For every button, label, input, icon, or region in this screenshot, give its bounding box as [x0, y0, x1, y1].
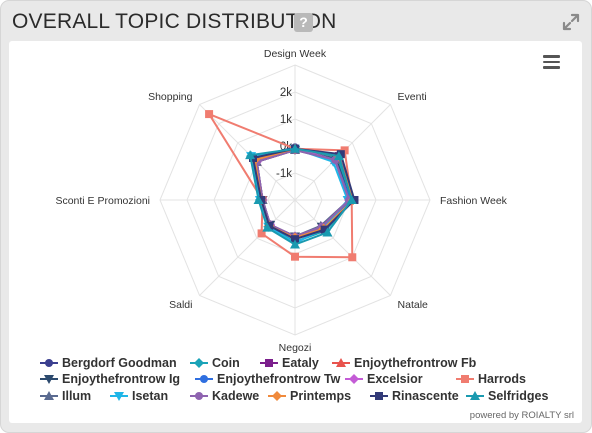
axis-label: Sconti E Promozioni: [55, 195, 150, 207]
data-point: [245, 150, 256, 160]
legend-label: Enjoythefrontrow Fb: [354, 356, 477, 370]
series-selfridges: [245, 143, 357, 249]
legend-symbol: [345, 374, 363, 384]
data-point: [291, 252, 299, 261]
legend-symbol: [40, 359, 58, 367]
axis-label: Natale: [398, 299, 429, 311]
data-point: [44, 375, 54, 384]
data-point: [272, 391, 282, 401]
expand-icon[interactable]: [562, 13, 580, 31]
legend-symbol: [268, 391, 286, 401]
data-point: [322, 227, 333, 237]
legend-label: Coin: [212, 356, 240, 370]
legend-symbol: [40, 391, 58, 400]
legend-symbol: [110, 392, 128, 401]
radar-grid: [159, 64, 431, 336]
data-point: [470, 391, 480, 400]
tick-label: 2k: [280, 87, 292, 99]
data-point: [195, 392, 203, 400]
legend-label: Kadewe: [212, 389, 260, 403]
data-point: [291, 235, 299, 244]
data-point: [461, 375, 469, 383]
data-point: [348, 253, 357, 262]
legend-symbol: [456, 375, 474, 383]
legend-label: Enjoythefrontrow Tw: [217, 372, 341, 386]
legend-label: Selfridges: [488, 389, 549, 403]
legend-label: Illum: [62, 389, 92, 403]
grid-spoke: [199, 199, 296, 296]
axis-label: Design Week: [264, 48, 327, 60]
legend-symbol: [40, 375, 58, 384]
data-point: [114, 392, 124, 401]
data-point: [290, 143, 300, 153]
legend-label: Isetan: [132, 389, 169, 403]
widget-title: OVERALL TOPIC DISTRIBUTION: [12, 10, 337, 33]
legend-label: Rinascente: [392, 389, 459, 403]
data-point: [44, 391, 54, 400]
legend-label: Excelsior: [367, 372, 423, 386]
data-point: [349, 374, 359, 384]
legend-symbol: [332, 358, 350, 367]
legend-symbol: [466, 391, 484, 400]
data-point: [205, 110, 214, 119]
tick-label: 1k: [280, 114, 292, 126]
legend-symbol: [190, 392, 208, 400]
data-point: [265, 221, 274, 230]
legend-symbol: [260, 359, 278, 367]
data-point: [336, 150, 345, 159]
legend-label: Enjoythefrontrow Ig: [62, 372, 181, 386]
data-point: [290, 239, 300, 249]
axis-label: Saldi: [169, 299, 192, 311]
legend-label: Printemps: [290, 389, 352, 403]
legend-symbol: [195, 375, 213, 383]
data-point: [346, 195, 357, 204]
data-point: [336, 358, 346, 367]
data-point: [333, 151, 344, 161]
legend-label: Harrods: [478, 372, 526, 386]
chart-menu-icon[interactable]: [543, 55, 560, 69]
legend-label: Eataly: [282, 356, 319, 370]
data-point: [265, 359, 273, 367]
axis-label: Shopping: [148, 91, 193, 103]
data-point: [45, 359, 53, 367]
help-icon[interactable]: ?: [294, 13, 313, 32]
data-point: [375, 392, 383, 400]
axis-label: Fashion Week: [440, 195, 508, 207]
legend-symbol: [370, 392, 388, 400]
legend-symbol: [190, 358, 208, 368]
axis-label: Eventi: [398, 91, 427, 103]
data-point: [200, 375, 208, 383]
data-point: [253, 195, 264, 204]
data-point: [320, 225, 329, 234]
axis-label: Negozi: [279, 342, 312, 354]
tick-label: -1k: [276, 168, 292, 180]
grid-spoke: [294, 199, 391, 296]
legend-label: Bergdorf Goodman: [62, 356, 177, 370]
credit-text: powered by ROIALTY srl: [469, 410, 574, 421]
data-point: [257, 229, 266, 238]
data-point: [194, 358, 204, 368]
data-point: [262, 222, 273, 232]
